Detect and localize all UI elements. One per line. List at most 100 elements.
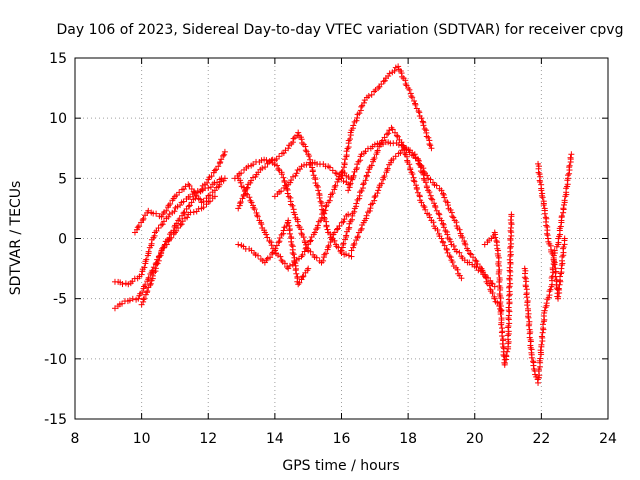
data-point [413, 186, 420, 193]
data-point [324, 226, 331, 233]
data-point [143, 256, 150, 263]
data-point [506, 299, 513, 306]
data-point [428, 195, 435, 202]
data-point [251, 206, 258, 213]
data-point [491, 293, 498, 300]
data-point [558, 212, 565, 219]
data-point [564, 172, 571, 179]
data-point [345, 252, 352, 259]
data-point [275, 239, 282, 246]
data-point [158, 250, 165, 257]
data-point [419, 118, 426, 125]
data-point [237, 198, 244, 205]
data-point [547, 286, 554, 293]
data-point [284, 190, 291, 197]
data-point [560, 201, 567, 208]
data-point [495, 270, 502, 277]
data-point [163, 215, 170, 222]
data-point [505, 338, 512, 345]
data-point [365, 169, 372, 176]
data-point [129, 295, 136, 302]
data-point [316, 194, 323, 201]
data-point [409, 94, 416, 101]
data-point [323, 223, 330, 230]
data-point [353, 166, 360, 173]
data-point [217, 159, 224, 166]
data-point [216, 181, 223, 188]
data-point [360, 181, 367, 188]
data-point [280, 174, 287, 181]
data-point [559, 253, 566, 260]
data-point [507, 224, 514, 231]
data-point [499, 340, 506, 347]
data-point [342, 156, 349, 163]
data-point [206, 198, 213, 205]
data-point [290, 209, 297, 216]
data-point [568, 151, 575, 158]
data-point [564, 177, 571, 184]
data-point [147, 282, 154, 289]
data-point [391, 67, 398, 74]
data-point [340, 218, 347, 225]
data-point [427, 176, 434, 183]
data-point [263, 231, 270, 238]
data-point [326, 197, 333, 204]
data-point [180, 198, 187, 205]
data-point [528, 346, 535, 353]
data-point [298, 276, 305, 283]
data-point [475, 267, 482, 274]
data-point [540, 202, 547, 209]
data-point [256, 159, 263, 166]
data-point [504, 348, 511, 355]
data-point [404, 157, 411, 164]
data-point [259, 165, 266, 172]
data-point [306, 153, 313, 160]
data-point [322, 163, 329, 170]
data-point [273, 242, 280, 249]
data-point [343, 179, 350, 186]
data-point [186, 202, 193, 209]
data-point [237, 200, 244, 207]
data-point [555, 285, 562, 292]
data-point [366, 207, 373, 214]
data-point [444, 202, 451, 209]
data-point [543, 300, 550, 307]
x-tick-label: 20 [466, 431, 484, 447]
data-point [426, 189, 433, 196]
data-point [506, 308, 513, 315]
data-point [264, 234, 271, 241]
data-point [506, 288, 513, 295]
data-point [276, 167, 283, 174]
data-point [408, 93, 415, 100]
data-point [313, 182, 320, 189]
data-point [190, 209, 197, 216]
data-point [197, 196, 204, 203]
data-point [170, 231, 177, 238]
data-point [345, 226, 352, 233]
data-point [450, 214, 457, 221]
data-point [384, 165, 391, 172]
data-point [265, 159, 272, 166]
data-point [168, 234, 175, 241]
data-point [392, 64, 399, 71]
data-point [440, 224, 447, 231]
data-point [292, 172, 299, 179]
data-point [506, 275, 513, 282]
data-point [368, 91, 375, 98]
grid-lines [75, 58, 608, 419]
data-point [392, 153, 399, 160]
data-point [374, 190, 381, 197]
data-point [333, 226, 340, 233]
data-point [456, 226, 463, 233]
x-tick-label: 14 [266, 431, 284, 447]
data-point [209, 189, 216, 196]
data-point [473, 264, 480, 271]
data-point [206, 192, 213, 199]
data-point [213, 166, 220, 173]
data-point [505, 322, 512, 329]
data-point [347, 136, 354, 143]
data-point [338, 247, 345, 254]
data-point [190, 188, 197, 195]
data-point [135, 223, 142, 230]
